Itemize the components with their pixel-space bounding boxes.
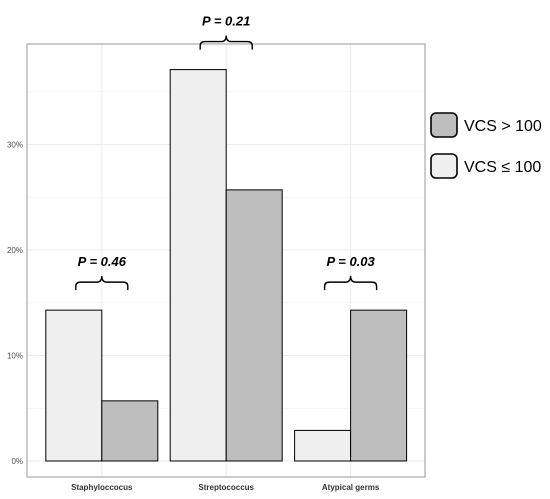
x-category-label: Atypical germs xyxy=(322,483,380,492)
bar-streptococcus-series-2 xyxy=(225,189,283,462)
p-value-label: P = 0.03 xyxy=(326,254,375,269)
legend-swatch xyxy=(430,112,458,138)
y-tick-label: 30% xyxy=(7,141,23,150)
y-tick-label: 20% xyxy=(7,246,23,255)
p-value-annotations: P = 0.46 P = 0.21 P = 0.03 xyxy=(75,14,378,291)
x-category-label: Streptococcus xyxy=(198,483,254,492)
p-value-label: P = 0.21 xyxy=(202,14,250,29)
bars xyxy=(45,69,408,462)
brace-staphyloccocus xyxy=(75,276,129,291)
bar-atypical-germs-series-2 xyxy=(350,309,408,462)
legend: VCS > 100 VCS ≤ 100 xyxy=(430,112,542,179)
x-axis-categories: Staphyloccocus Streptococcus Atypical germ… xyxy=(71,483,380,492)
brace-streptococcus xyxy=(199,35,253,50)
legend-label: VCS > 100 xyxy=(464,118,542,135)
brace-atypical-germs xyxy=(323,276,378,291)
bar-streptococcus-series-1 xyxy=(169,69,227,462)
legend-label: VCS ≤ 100 xyxy=(464,159,541,176)
p-value-label: P = 0.46 xyxy=(78,254,127,269)
bar-staphyloccocus-series-2 xyxy=(101,400,159,462)
y-tick-label: 10% xyxy=(7,352,23,361)
y-tick-label: 0% xyxy=(11,457,23,466)
bar-staphyloccocus-series-1 xyxy=(45,309,103,462)
bar-atypical-germs-series-1 xyxy=(294,429,352,462)
legend-swatch xyxy=(430,153,458,179)
y-axis-ticks: 0% 10% 20% 30% xyxy=(7,141,23,467)
x-category-label: Staphyloccocus xyxy=(71,483,133,492)
plot-panel-border xyxy=(26,43,426,478)
